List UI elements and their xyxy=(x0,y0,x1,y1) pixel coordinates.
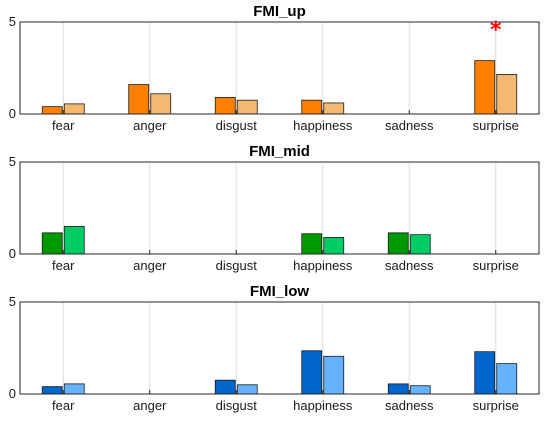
bar-fear-series-1 xyxy=(41,106,63,115)
x-tick-label: sadness xyxy=(385,118,434,133)
x-tick-label: sadness xyxy=(385,398,434,413)
x-tick-label: anger xyxy=(133,398,167,413)
x-tick-label: disgust xyxy=(216,398,258,413)
axes-box xyxy=(19,161,540,255)
bar-happiness-series-1 xyxy=(301,233,323,255)
bar-surprise-series-2 xyxy=(496,74,518,115)
panel-title: FMI_low xyxy=(250,283,309,300)
x-tick-label: anger xyxy=(133,258,167,273)
bar-sadness-series-1 xyxy=(387,383,409,395)
x-tick-label: surprise xyxy=(473,398,519,413)
bar-surprise-series-1 xyxy=(474,351,496,395)
bar-fear-series-1 xyxy=(41,232,63,255)
bar-happiness-series-2 xyxy=(323,102,345,115)
x-tick-label: disgust xyxy=(216,258,258,273)
y-tick-label: 0 xyxy=(9,106,16,121)
x-tick-label: fear xyxy=(52,258,75,273)
y-tick-label: 0 xyxy=(9,246,16,261)
bar-fear-series-2 xyxy=(63,225,85,255)
axes-box xyxy=(19,301,540,395)
bar-sadness-series-2 xyxy=(409,385,431,395)
y-tick-label: 5 xyxy=(9,294,16,309)
x-tick-label: happiness xyxy=(293,118,353,133)
bar-happiness-series-1 xyxy=(301,99,323,115)
x-tick-label: surprise xyxy=(473,118,519,133)
axes-box xyxy=(19,21,540,115)
x-tick-label: happiness xyxy=(293,258,353,273)
bar-disgust-series-1 xyxy=(214,97,236,115)
y-tick-label: 0 xyxy=(9,386,16,401)
plot-area xyxy=(20,162,539,254)
bar-disgust-series-2 xyxy=(236,384,258,395)
panel-title: FMI_mid xyxy=(249,143,310,160)
x-tick-label: sadness xyxy=(385,258,434,273)
bar-surprise-series-2 xyxy=(496,363,518,395)
significance-star: * xyxy=(490,18,502,43)
x-tick-label: fear xyxy=(52,398,75,413)
x-tick-label: surprise xyxy=(473,258,519,273)
bar-sadness-series-2 xyxy=(409,234,431,255)
bar-fear-series-2 xyxy=(63,383,85,395)
y-tick-label: 5 xyxy=(9,14,16,29)
x-tick-label: happiness xyxy=(293,398,353,413)
bar-anger-series-2 xyxy=(150,93,172,115)
bar-sadness-series-1 xyxy=(387,232,409,255)
bar-disgust-series-1 xyxy=(214,379,236,395)
plot-area xyxy=(20,22,539,114)
bar-fear-series-1 xyxy=(41,386,63,395)
bar-happiness-series-2 xyxy=(323,237,345,255)
x-tick-label: fear xyxy=(52,118,75,133)
panel-title: FMI_up xyxy=(253,3,306,20)
plot-area xyxy=(20,302,539,394)
bar-happiness-series-2 xyxy=(323,355,345,395)
y-tick-label: 5 xyxy=(9,154,16,169)
x-tick-label: disgust xyxy=(216,118,258,133)
bar-happiness-series-1 xyxy=(301,350,323,395)
bar-anger-series-1 xyxy=(128,84,150,115)
bar-disgust-series-2 xyxy=(236,99,258,115)
bar-surprise-series-1 xyxy=(474,60,496,115)
x-tick-label: anger xyxy=(133,118,167,133)
bar-fear-series-2 xyxy=(63,103,85,115)
